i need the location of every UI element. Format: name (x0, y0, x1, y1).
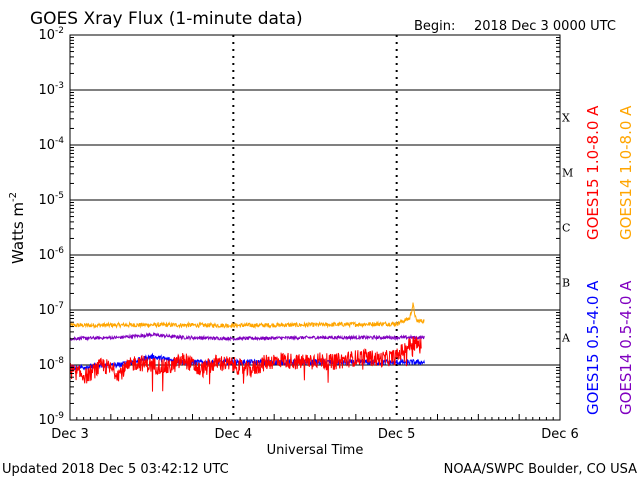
x-tick-label: Dec 3 (51, 427, 89, 442)
legend: GOES15 1.0-8.0 A GOES14 1.0-8.0 A GOES15 0… (584, 105, 635, 415)
y-tick-label: 10-3 (38, 81, 64, 98)
flare-class-X: X (562, 112, 570, 125)
y-tick-label: 10-5 (38, 191, 64, 208)
begin-label: Begin: (414, 19, 455, 34)
series-line-1 (69, 302, 425, 329)
series-layer (69, 302, 425, 392)
x-axis-label: Universal Time (267, 443, 364, 458)
flare-class-C: C (562, 222, 570, 235)
begin-value: 2018 Dec 3 0000 UTC (474, 19, 616, 34)
y-axis-label: Watts m-2 (8, 192, 27, 264)
series-line-3 (69, 331, 425, 342)
x-tick-label: Dec 4 (215, 427, 253, 442)
data-source: NOAA/SWPC Boulder, CO USA (444, 462, 637, 477)
y-tick-label: 10-4 (38, 136, 64, 153)
legend-entry-1: GOES14 1.0-8.0 A (617, 105, 635, 240)
flare-class-B: B (562, 277, 570, 290)
y-tick-labels: 10-2 10-3 10-4 10-5 10-6 10-7 10-8 10-9 (38, 26, 64, 428)
x-tick-labels: Dec 3 Dec 4 Dec 5 Dec 6 (51, 427, 579, 442)
chart-title: GOES Xray Flux (1-minute data) (30, 9, 303, 29)
y-tick-label: 10-7 (38, 301, 64, 318)
day-divider-lines (232, 35, 398, 420)
legend-entry-2: GOES15 0.5-4.0 A (584, 280, 602, 415)
flare-class-A: A (561, 332, 571, 345)
flare-class-M: M (562, 167, 573, 180)
flare-class-labels: X M C B A (561, 112, 573, 345)
y-tick-label: 10-9 (38, 411, 64, 428)
updated-timestamp: Updated 2018 Dec 5 03:42:12 UTC (2, 462, 229, 477)
y-tick-label: 10-2 (38, 26, 64, 43)
axis-ticks (70, 37, 560, 420)
y-tick-label: 10-6 (38, 246, 64, 263)
series-line-0 (69, 336, 422, 392)
legend-entry-3: GOES14 0.5-4.0 A (617, 280, 635, 415)
y-tick-label: 10-8 (38, 356, 64, 373)
x-tick-label: Dec 6 (541, 427, 579, 442)
legend-entry-0: GOES15 1.0-8.0 A (584, 105, 602, 240)
x-tick-label: Dec 5 (378, 427, 416, 442)
